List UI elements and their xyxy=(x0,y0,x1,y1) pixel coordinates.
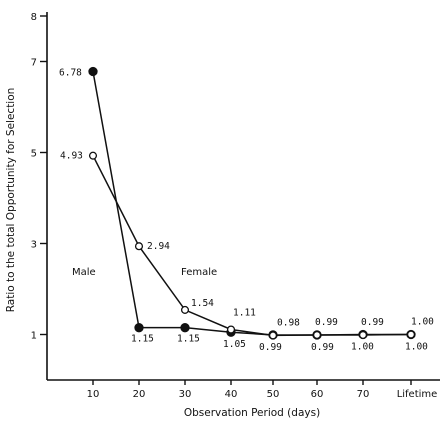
y-tick-label: 8 xyxy=(31,12,37,23)
series-points xyxy=(88,66,416,340)
y-ticks: 1 3 5 7 8 xyxy=(31,12,47,342)
y-axis-title: Ratio to the total Opportunity for Selec… xyxy=(5,88,17,313)
x-tick-label: Lifetime xyxy=(397,389,438,400)
data-point-female xyxy=(358,330,368,340)
data-label-female: 2.94 xyxy=(147,241,170,252)
data-point-female xyxy=(226,325,236,334)
data-point-female xyxy=(134,242,144,251)
y-tick-label: 1 xyxy=(31,331,37,342)
data-label-female: 0.99 xyxy=(361,317,384,328)
data-label-female: 1.00 xyxy=(411,317,434,328)
data-point-female xyxy=(180,305,190,314)
x-tick-label: 60 xyxy=(311,389,324,400)
series-line-female xyxy=(92,155,412,337)
data-point-male xyxy=(180,323,190,333)
data-label-female: 1.54 xyxy=(191,298,214,309)
data-label-female: 1.11 xyxy=(233,307,256,318)
data-label-male: 1.00 xyxy=(351,342,374,353)
data-point-female xyxy=(312,330,322,340)
x-tick-label: 30 xyxy=(179,389,192,400)
data-point-female xyxy=(406,330,416,339)
x-tick-label: 20 xyxy=(133,389,146,400)
data-label-male: 1.15 xyxy=(177,334,200,345)
legend-female: Female xyxy=(181,267,217,278)
data-point-female xyxy=(88,151,98,160)
y-tick-label: 5 xyxy=(31,149,37,160)
data-label-male: 0.99 xyxy=(311,342,334,353)
data-label-male: 0.99 xyxy=(259,342,282,353)
x-tick-label: 50 xyxy=(267,389,280,400)
data-labels: 6.78 1.15 1.15 1.05 0.99 0.99 1.00 1.00 4.93 2.94… xyxy=(59,68,434,353)
data-point-male xyxy=(134,323,144,333)
axes xyxy=(46,12,440,381)
data-label-male: 1.05 xyxy=(223,339,246,350)
x-tick-label: 10 xyxy=(87,389,100,400)
x-tick-label: 40 xyxy=(225,389,238,400)
data-label-female: 4.93 xyxy=(60,151,83,162)
series-line-male xyxy=(92,71,411,336)
data-point-male xyxy=(88,66,98,77)
series-lines xyxy=(92,71,412,337)
x-axis-title: Observation Period (days) xyxy=(184,407,320,419)
x-tick-label: 70 xyxy=(357,389,370,400)
data-label-male: 1.00 xyxy=(405,342,428,353)
y-tick-label: 3 xyxy=(31,240,37,251)
x-ticks: 10 20 30 40 50 60 70 Lifetime xyxy=(87,380,438,400)
data-label-male: 6.78 xyxy=(59,68,82,79)
data-point-female xyxy=(268,331,278,340)
data-label-male: 1.15 xyxy=(131,334,154,345)
legend-male: Male xyxy=(72,267,96,278)
data-label-female: 0.98 xyxy=(277,317,300,328)
y-tick-label: 7 xyxy=(31,58,37,69)
data-label-female: 0.99 xyxy=(315,317,338,328)
legend: Male Female xyxy=(72,267,217,278)
